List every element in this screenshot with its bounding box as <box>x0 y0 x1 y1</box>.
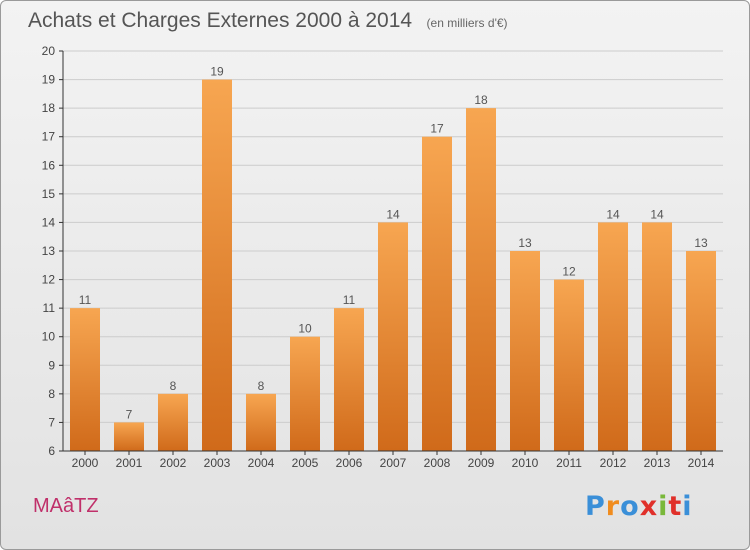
x-tick-label-2008: 2008 <box>424 456 451 470</box>
bar-2012 <box>598 222 628 451</box>
data-label-2003: 19 <box>210 65 224 79</box>
y-tick-label: 17 <box>42 130 56 144</box>
y-tick-label: 14 <box>42 215 56 229</box>
data-label-2009: 18 <box>474 93 488 107</box>
bar-2009 <box>466 108 496 452</box>
data-label-2004: 8 <box>258 379 265 393</box>
x-tick-label-2005: 2005 <box>292 456 319 470</box>
data-label-2012: 14 <box>606 207 620 221</box>
y-tick-label: 11 <box>43 301 56 315</box>
y-tick-label: 12 <box>42 273 56 287</box>
y-tick-label: 18 <box>42 101 56 115</box>
bar-2006 <box>334 308 364 451</box>
data-label-2005: 10 <box>298 322 312 336</box>
data-label-2013: 14 <box>650 207 664 221</box>
brand-letter: x <box>639 491 659 522</box>
bar-2008 <box>422 136 452 451</box>
y-tick-label: 7 <box>48 415 55 429</box>
chart-unit: (en milliers d'€) <box>426 16 508 30</box>
brand-letter: r <box>605 491 621 522</box>
y-tick-label: 15 <box>42 187 56 201</box>
data-label-2011: 12 <box>562 265 576 279</box>
chart-title: Achats et Charges Externes 2000 à 2014 <box>28 9 413 32</box>
bar-2000 <box>70 308 100 451</box>
x-tick-label-2000: 2000 <box>72 456 99 470</box>
y-tick-label: 20 <box>42 44 56 58</box>
x-tick-label-2002: 2002 <box>160 456 187 470</box>
y-tick-label: 19 <box>42 73 56 87</box>
brand-letter: o <box>620 491 640 522</box>
bar-2004 <box>246 393 276 451</box>
y-tick-label: 8 <box>48 387 55 401</box>
bar-2007 <box>378 222 408 451</box>
x-tick-label-2007: 2007 <box>380 456 407 470</box>
data-label-2014: 13 <box>694 236 708 250</box>
x-tick-label-2014: 2014 <box>688 456 715 470</box>
bar-2014 <box>686 251 716 451</box>
bar-2013 <box>642 222 672 451</box>
y-tick-label: 10 <box>42 330 56 344</box>
commune-name: MAâTZ <box>33 495 99 517</box>
data-label-2008: 17 <box>430 122 444 136</box>
bar-2003 <box>202 79 232 452</box>
brand-letter: i <box>658 491 669 522</box>
x-tick-label-2003: 2003 <box>204 456 231 470</box>
bar-2011 <box>554 279 584 451</box>
bar-2005 <box>290 336 320 451</box>
y-tick-label: 13 <box>42 244 56 258</box>
data-label-2000: 11 <box>79 293 92 307</box>
x-tick-label-2012: 2012 <box>600 456 627 470</box>
data-label-2007: 14 <box>386 207 400 221</box>
y-tick-label: 9 <box>48 358 55 372</box>
data-label-2002: 8 <box>170 379 177 393</box>
x-tick-label-2006: 2006 <box>336 456 363 470</box>
proxiti-logo[interactable]: Proxiti <box>585 491 693 522</box>
brand-letter: P <box>585 491 606 522</box>
x-tick-label-2013: 2013 <box>644 456 671 470</box>
data-label-2006: 11 <box>343 293 356 307</box>
y-tick-label: 16 <box>42 158 56 172</box>
x-tick-label-2011: 2011 <box>556 456 582 470</box>
brand-letter: t <box>668 491 683 522</box>
title-row: Achats et Charges Externes 2000 à 2014 (… <box>28 9 508 33</box>
x-tick-label-2009: 2009 <box>468 456 495 470</box>
bar-2010 <box>510 251 540 451</box>
bar-2001 <box>114 422 144 451</box>
data-label-2010: 13 <box>518 236 532 250</box>
data-label-2001: 7 <box>126 407 133 421</box>
y-tick-label: 6 <box>48 444 55 458</box>
x-tick-label-2004: 2004 <box>248 456 275 470</box>
bar-2002 <box>158 393 188 451</box>
x-tick-label-2001: 2001 <box>116 456 143 470</box>
brand-letter: i <box>682 491 693 522</box>
x-tick-label-2010: 2010 <box>512 456 539 470</box>
